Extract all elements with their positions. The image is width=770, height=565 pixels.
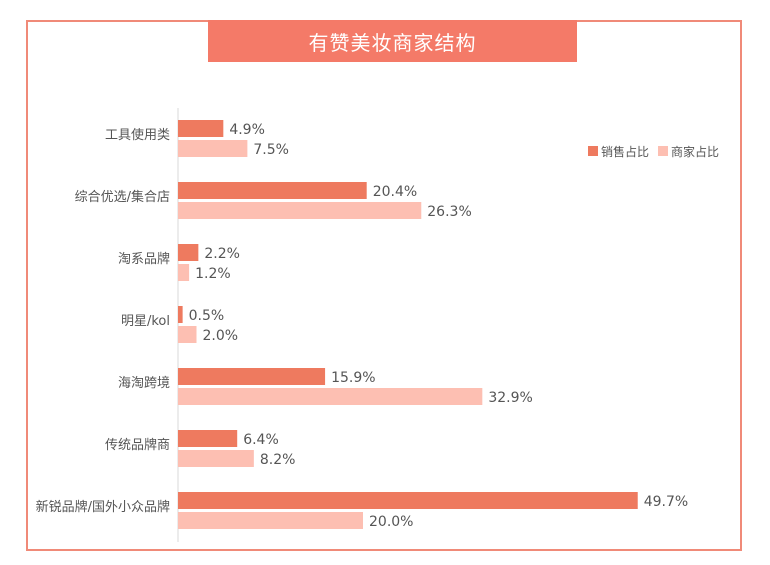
data-label: 0.5% (189, 308, 225, 324)
data-label: 7.5% (253, 142, 289, 158)
bar-sales-share (178, 430, 238, 447)
bar-merchant-share (178, 264, 190, 281)
chart-title: 有赞美妆商家结构 (208, 20, 577, 62)
bar-sales-share (178, 368, 326, 385)
bar-sales-share (178, 492, 638, 509)
bar-sales-share (178, 120, 224, 137)
category-label: 传统品牌商 (105, 437, 170, 453)
category-label: 淘系品牌 (118, 251, 170, 267)
bar-merchant-share (178, 202, 422, 219)
bar-sales-share (178, 306, 183, 323)
bar-sales-share (178, 244, 199, 261)
bar-merchant-share (178, 512, 363, 529)
legend-swatch (588, 146, 598, 156)
legend-label: 商家占比 (671, 144, 719, 159)
category-label: 工具使用类 (105, 127, 170, 143)
data-label: 20.4% (373, 184, 417, 200)
data-label: 20.0% (369, 514, 413, 530)
bar-merchant-share (178, 450, 254, 467)
bar-merchant-share (178, 140, 248, 157)
data-label: 8.2% (260, 452, 296, 468)
bar-merchant-share (178, 326, 197, 343)
data-label: 4.9% (229, 122, 265, 138)
data-label: 15.9% (331, 370, 375, 386)
category-label: 综合优选/集合店 (75, 189, 170, 205)
data-label: 49.7% (644, 494, 688, 510)
data-label: 2.2% (204, 246, 240, 262)
category-label: 明星/kol (121, 314, 170, 329)
data-label: 1.2% (195, 266, 231, 282)
data-label: 6.4% (243, 432, 279, 448)
data-label: 2.0% (203, 328, 239, 344)
chart-frame (26, 20, 742, 551)
legend-swatch (658, 146, 668, 156)
data-label: 26.3% (427, 204, 471, 220)
bar-merchant-share (178, 388, 483, 405)
bar-sales-share (178, 182, 367, 199)
data-label: 32.9% (488, 390, 532, 406)
category-label: 新锐品牌/国外小众品牌 (36, 499, 170, 515)
category-label: 海淘跨境 (118, 376, 170, 391)
legend-label: 销售占比 (601, 144, 649, 159)
